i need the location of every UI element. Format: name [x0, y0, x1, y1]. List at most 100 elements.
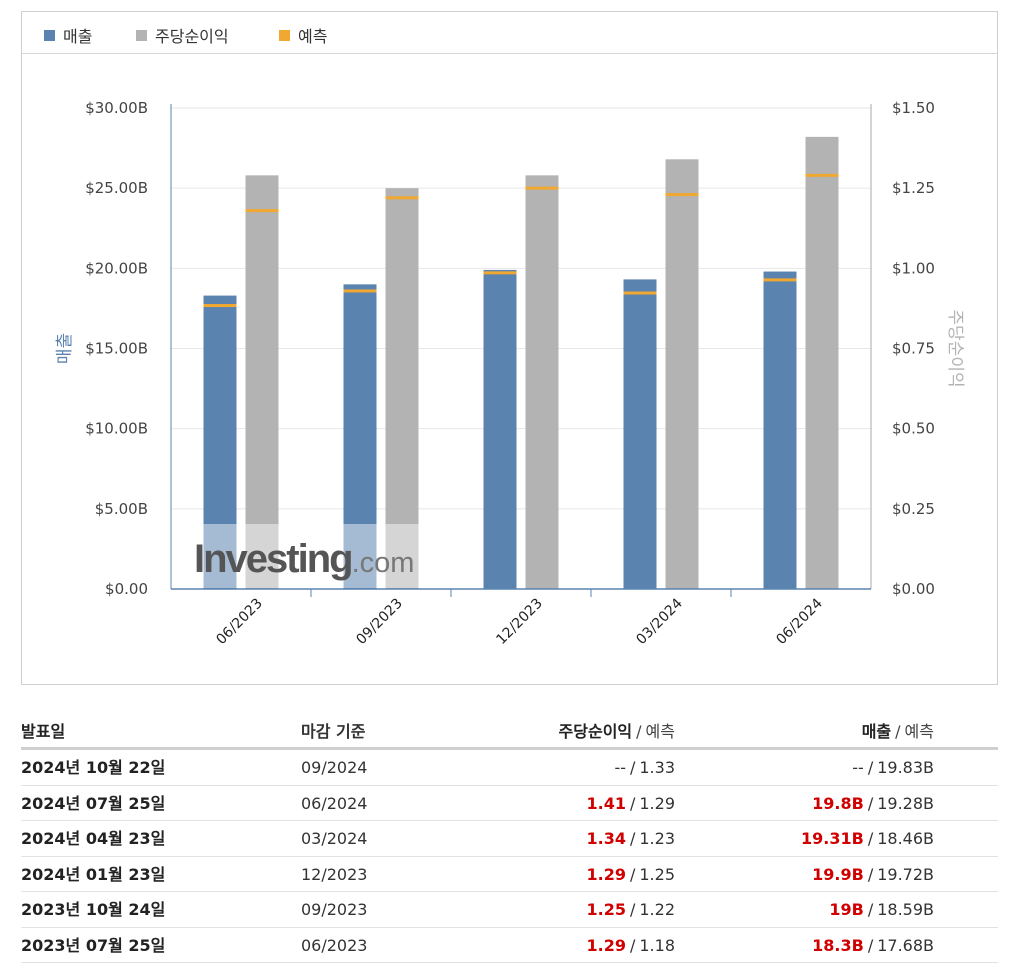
y-right-tick-label: $0.25: [892, 500, 935, 518]
chart-legend: 매출 주당순이익 예측: [22, 12, 997, 54]
header-period[interactable]: 마감 기준: [301, 722, 366, 741]
row-revenue: 19B/18.59B: [829, 892, 934, 927]
row-eps-slash: /: [629, 829, 636, 848]
table-row: 2023년 07월 25일 06/2023 1.29/1.18 18.3B/17.68…: [21, 928, 998, 963]
legend-item-eps[interactable]: 주당순이익: [136, 23, 229, 47]
x-tick-label: 09/2023: [353, 596, 405, 648]
row-revenue-actual: 19.8B: [812, 793, 864, 813]
row-revenue: 19.31B/18.46B: [801, 821, 934, 856]
table-row: 2023년 10월 24일 09/2023 1.25/1.22 19B/18.59B: [21, 892, 998, 928]
header-revenue-forecast: 예측: [904, 722, 934, 741]
row-eps-forecast: 1.18: [639, 935, 675, 955]
row-revenue-actual: 19.31B: [801, 829, 864, 848]
row-date: 2024년 04월 23일: [21, 829, 166, 848]
row-eps-forecast: 1.33: [639, 758, 675, 777]
header-eps-slash: /: [636, 722, 642, 741]
row-revenue-forecast: 19.28B: [877, 793, 934, 813]
table-body: 2024년 10월 22일 09/2024 -- / 1.33 --/19.83B 2024…: [21, 750, 998, 963]
row-revenue-forecast: 19.83B: [877, 758, 934, 777]
row-eps-actual: --: [614, 758, 626, 777]
x-tick-label: 03/2024: [633, 595, 686, 648]
revenue-forecast-marker: [343, 289, 377, 293]
row-period: 06/2023: [301, 935, 368, 955]
eps-forecast-marker: [245, 209, 279, 213]
row-eps-forecast: 1.22: [639, 900, 675, 919]
row-date: 2023년 07월 25일: [21, 935, 166, 955]
table-row: 2024년 04월 23일 03/2024 1.34/1.23 19.31B/18.4…: [21, 821, 998, 857]
y-right-tick-label: $0.00: [892, 580, 935, 598]
header-revenue-slash: /: [895, 722, 901, 741]
legend-swatch-forecast: [279, 29, 290, 41]
eps-forecast-marker: [525, 186, 559, 190]
row-eps-forecast: 1.23: [639, 829, 675, 848]
revenue-bar: [763, 271, 797, 589]
row-date: 2023년 10월 24일: [21, 900, 166, 919]
eps-bar: [525, 175, 559, 589]
eps-forecast-marker: [385, 196, 419, 200]
table-row: 2024년 01월 23일 12/2023 1.29/1.25 19.9B/19.72…: [21, 857, 998, 892]
row-eps: 1.29/1.25: [587, 857, 676, 892]
y-right-tick-label: $0.50: [892, 420, 935, 438]
row-eps-actual: 1.25: [586, 900, 626, 919]
y-right-tick-label: $1.25: [892, 179, 935, 197]
row-period: 09/2024: [301, 758, 368, 777]
revenue-forecast-marker: [203, 304, 237, 308]
row-revenue: 18.3B/17.68B: [812, 928, 934, 963]
row-revenue-slash: /: [867, 758, 874, 777]
row-eps-slash: /: [629, 864, 636, 884]
y-left-tick-label: $5.00B: [95, 500, 148, 518]
revenue-bar: [623, 279, 657, 589]
y-left-axis-title: 매출: [55, 333, 75, 364]
y-right-axis-title: 주당순이익: [945, 309, 965, 387]
y-left-tick-label: $25.00B: [85, 179, 148, 197]
table-header-row: 발표일 마감 기준 주당순이익 / 예측 매출 / 예측: [21, 714, 998, 750]
legend-item-forecast[interactable]: 예측: [279, 23, 327, 47]
header-eps-label[interactable]: 주당순이익: [558, 722, 633, 741]
revenue-forecast-marker: [763, 278, 797, 282]
revenue-bar: [483, 269, 517, 589]
x-tick-label: 06/2024: [773, 595, 826, 648]
y-left-tick-label: $10.00B: [85, 420, 148, 438]
header-revenue: 매출 / 예측: [862, 714, 934, 749]
y-right-tick-label: $1.50: [892, 99, 935, 117]
revenue-bar: [203, 295, 237, 589]
legend-swatch-revenue: [44, 29, 55, 41]
legend-label-eps: 주당순이익: [155, 27, 229, 46]
row-revenue-slash: /: [867, 935, 874, 955]
header-date[interactable]: 발표일: [21, 722, 66, 741]
row-revenue-actual: 19B: [829, 900, 864, 919]
header-eps-forecast: 예측: [645, 722, 675, 741]
row-revenue-forecast: 17.68B: [877, 935, 934, 955]
y-right-tick-label: $0.75: [892, 340, 935, 358]
row-revenue: --/19.83B: [852, 750, 934, 785]
y-left-tick-label: $30.00B: [85, 99, 148, 117]
row-date: 2024년 10월 22일: [21, 758, 166, 777]
y-left-tick-label: $15.00B: [85, 340, 148, 358]
earnings-chart-panel: 매출 주당순이익 예측 $0.00 $0.00 $5.00B $0.25 $10.00B…: [21, 11, 998, 685]
eps-forecast-marker: [805, 173, 839, 177]
legend-item-revenue[interactable]: 매출: [44, 23, 92, 47]
row-revenue-slash: /: [867, 829, 874, 848]
row-eps-actual: 1.41: [586, 793, 626, 813]
watermark-logo: Investing.com: [194, 537, 414, 581]
earnings-table: 발표일 마감 기준 주당순이익 / 예측 매출 / 예측 2024년 10월 22일 09…: [21, 714, 998, 963]
x-tick-label: 06/2023: [213, 596, 265, 648]
y-left-tick-label: $20.00B: [85, 259, 148, 277]
row-period: 09/2023: [301, 900, 368, 919]
eps-bar: [385, 188, 419, 589]
revenue-forecast-marker: [623, 291, 657, 295]
watermark-backdrop-left: [202, 524, 320, 588]
row-revenue-forecast: 18.46B: [877, 829, 934, 848]
x-tick-label: 12/2023: [493, 596, 545, 648]
row-period: 03/2024: [301, 829, 368, 848]
revenue-forecast-marker: [483, 271, 517, 275]
row-eps-actual: 1.34: [586, 829, 626, 848]
row-eps-actual: 1.29: [586, 864, 626, 884]
row-date: 2024년 07월 25일: [21, 793, 166, 813]
header-revenue-label[interactable]: 매출: [861, 722, 892, 741]
header-eps: 주당순이익 / 예측: [559, 714, 675, 749]
row-revenue-slash: /: [867, 900, 874, 919]
row-eps-forecast: 1.25: [639, 864, 675, 884]
row-eps-slash: /: [629, 900, 636, 919]
row-period: 06/2024: [301, 793, 368, 813]
